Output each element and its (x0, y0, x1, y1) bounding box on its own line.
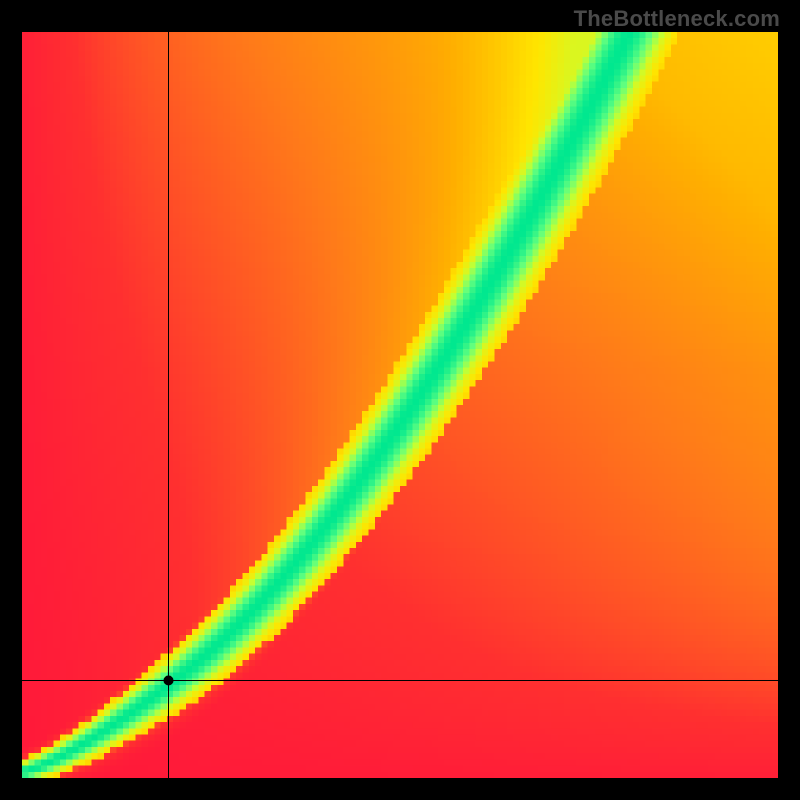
crosshair-canvas (22, 32, 778, 778)
chart-container: TheBottleneck.com (0, 0, 800, 800)
watermark-text: TheBottleneck.com (574, 6, 780, 32)
